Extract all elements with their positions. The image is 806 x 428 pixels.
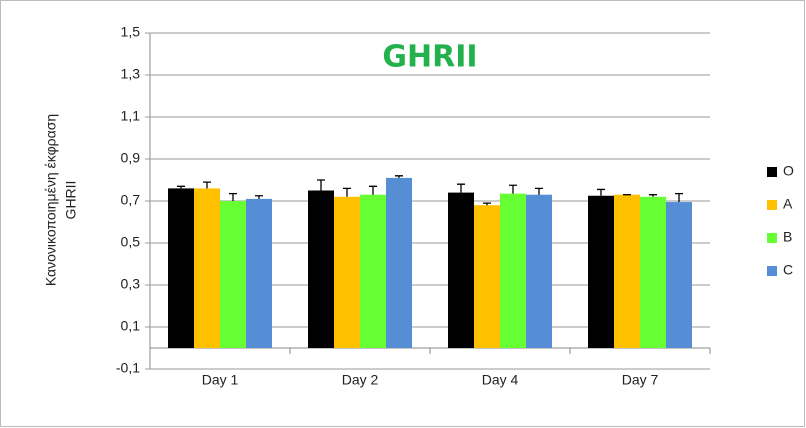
y-tick-label: 1,3	[121, 66, 141, 82]
error-bar	[535, 187, 543, 195]
error-bar	[649, 194, 657, 197]
legend-swatch	[767, 233, 777, 243]
y-tick-label: 0,5	[121, 234, 141, 250]
legend-swatch	[767, 167, 777, 177]
x-tick-label: Day 7	[622, 372, 659, 388]
bar	[474, 205, 500, 348]
bar	[194, 188, 220, 348]
y-tick-label: 1,5	[121, 24, 141, 40]
y-label-line: GHRII	[63, 181, 79, 220]
legend-label: A	[783, 196, 793, 212]
error-bar	[317, 179, 325, 191]
bar	[308, 190, 334, 348]
y-tick-label: -0,1	[116, 360, 140, 376]
error-bar	[177, 185, 185, 189]
error-bar	[483, 202, 491, 206]
bar	[640, 196, 666, 348]
bar	[168, 188, 194, 348]
legend-swatch	[767, 200, 777, 210]
error-bar	[509, 184, 517, 194]
error-bar	[675, 193, 683, 203]
bar	[500, 193, 526, 348]
error-bar	[369, 185, 377, 195]
y-tick-label: 0,1	[121, 318, 141, 334]
error-bar	[229, 193, 237, 201]
error-bar	[343, 187, 351, 197]
bar	[614, 194, 640, 348]
legend-label: B	[783, 229, 792, 245]
bar	[246, 198, 272, 348]
legend-swatch	[767, 266, 777, 276]
y-tick-label: 0,7	[121, 192, 141, 208]
y-label-line: Κανονικοποιημένη έκφραση	[43, 114, 59, 286]
bar	[360, 194, 386, 348]
error-bar	[457, 183, 465, 193]
bar	[526, 194, 552, 348]
legend-label: C	[783, 262, 793, 278]
y-tick-label: 0,9	[121, 150, 141, 166]
x-tick-label: Day 2	[342, 372, 379, 388]
bar	[334, 196, 360, 348]
chart-title: GHRII	[382, 40, 477, 75]
bar	[666, 202, 692, 348]
y-tick-label: 0,3	[121, 276, 141, 292]
bar	[386, 177, 412, 348]
y-axis-title: Κανονικοποιημένη έκφραση GHRII	[43, 114, 79, 286]
bar	[448, 192, 474, 348]
x-tick-label: Day 1	[202, 372, 239, 388]
bar	[220, 201, 246, 348]
y-tick-label: 1,1	[121, 108, 141, 124]
error-bar	[395, 175, 403, 178]
error-bar	[203, 181, 211, 189]
error-bar	[597, 188, 605, 196]
error-bar	[255, 195, 263, 199]
legend-label: O	[783, 163, 794, 179]
bar	[588, 195, 614, 348]
x-tick-label: Day 4	[482, 372, 519, 388]
